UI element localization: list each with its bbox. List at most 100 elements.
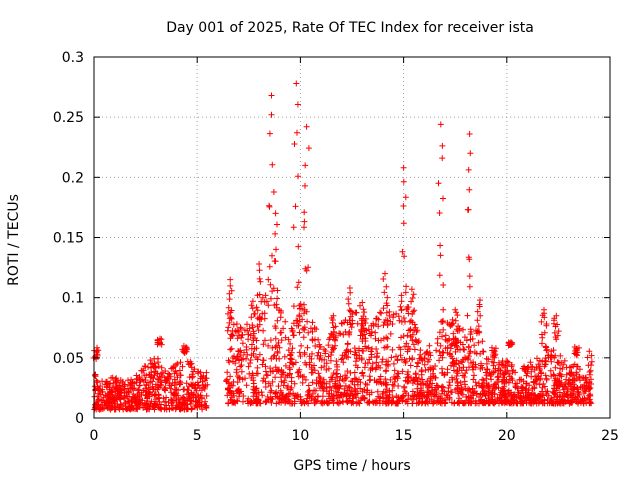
data-point bbox=[198, 402, 205, 409]
data-point bbox=[301, 224, 307, 231]
data-point bbox=[237, 324, 244, 331]
data-point bbox=[142, 363, 149, 370]
data-point bbox=[322, 348, 329, 354]
data-point bbox=[586, 400, 593, 407]
data-point bbox=[154, 401, 161, 408]
data-point bbox=[189, 405, 195, 412]
data-point bbox=[259, 361, 266, 368]
data-point bbox=[333, 358, 340, 365]
data-point bbox=[290, 303, 297, 310]
data-point bbox=[346, 328, 353, 335]
data-point bbox=[287, 356, 294, 363]
data-point bbox=[548, 348, 555, 355]
data-point bbox=[343, 393, 350, 400]
data-point bbox=[358, 326, 365, 333]
data-point bbox=[544, 396, 551, 403]
data-point bbox=[522, 389, 529, 396]
data-point bbox=[523, 380, 530, 387]
data-point bbox=[281, 353, 288, 360]
data-point bbox=[463, 337, 470, 344]
data-point bbox=[471, 372, 477, 379]
data-point bbox=[363, 345, 370, 352]
data-point bbox=[203, 405, 210, 411]
data-point bbox=[267, 281, 274, 288]
data-point bbox=[449, 374, 455, 381]
data-point bbox=[375, 323, 382, 330]
data-point bbox=[199, 406, 206, 413]
data-point bbox=[466, 350, 473, 357]
data-point bbox=[301, 373, 308, 380]
data-point bbox=[582, 377, 589, 383]
data-point bbox=[313, 326, 320, 333]
data-point bbox=[256, 267, 263, 274]
data-point bbox=[183, 380, 190, 387]
y-tick-label: 0.3 bbox=[62, 50, 84, 66]
data-point bbox=[353, 309, 360, 316]
data-point bbox=[439, 383, 446, 390]
data-point bbox=[224, 327, 231, 334]
data-point bbox=[269, 252, 275, 259]
data-point bbox=[315, 370, 322, 377]
data-point bbox=[286, 364, 293, 371]
data-point bbox=[268, 295, 274, 302]
data-point bbox=[498, 399, 505, 406]
data-point bbox=[304, 395, 311, 402]
data-point bbox=[364, 399, 371, 406]
data-point bbox=[328, 390, 335, 397]
data-point bbox=[302, 376, 309, 383]
data-point bbox=[400, 333, 407, 340]
data-point bbox=[472, 379, 479, 386]
data-point bbox=[548, 395, 555, 402]
data-point bbox=[282, 318, 289, 325]
data-point bbox=[316, 374, 323, 381]
data-point bbox=[504, 389, 511, 395]
data-point bbox=[373, 354, 380, 361]
data-point bbox=[234, 373, 241, 380]
data-point bbox=[421, 392, 428, 398]
data-point bbox=[452, 386, 459, 393]
data-point bbox=[526, 382, 533, 389]
data-point bbox=[552, 334, 559, 341]
data-point bbox=[157, 381, 164, 388]
data-point bbox=[303, 267, 310, 274]
data-point bbox=[367, 376, 374, 383]
data-point bbox=[435, 393, 442, 400]
data-point bbox=[151, 364, 158, 370]
data-point bbox=[433, 389, 440, 396]
data-point bbox=[347, 289, 354, 296]
data-point bbox=[266, 203, 273, 210]
data-point bbox=[407, 327, 414, 334]
data-point bbox=[291, 380, 298, 387]
data-point bbox=[276, 395, 283, 402]
data-point bbox=[255, 389, 262, 396]
x-tick-label: 15 bbox=[395, 428, 413, 444]
data-point bbox=[420, 389, 426, 396]
data-point bbox=[354, 364, 361, 371]
data-point bbox=[548, 358, 555, 365]
data-point bbox=[552, 400, 559, 407]
data-point bbox=[542, 361, 549, 368]
data-point bbox=[424, 384, 431, 391]
data-point bbox=[490, 400, 497, 407]
data-point bbox=[287, 340, 294, 347]
data-point bbox=[349, 393, 356, 400]
data-point bbox=[564, 392, 571, 398]
data-point bbox=[492, 345, 499, 352]
data-point bbox=[577, 377, 583, 384]
data-point bbox=[550, 371, 557, 378]
data-point bbox=[297, 301, 304, 308]
data-point bbox=[125, 389, 132, 396]
data-point bbox=[400, 178, 407, 185]
data-point bbox=[527, 359, 534, 366]
data-point bbox=[382, 376, 389, 383]
data-point bbox=[172, 368, 179, 375]
data-point bbox=[301, 349, 308, 356]
data-point bbox=[410, 376, 417, 383]
data-point bbox=[433, 382, 440, 389]
data-point bbox=[295, 173, 301, 180]
data-point bbox=[383, 361, 390, 368]
data-point bbox=[437, 252, 444, 259]
data-point bbox=[467, 150, 474, 157]
data-point bbox=[465, 343, 472, 350]
data-point bbox=[92, 387, 99, 394]
